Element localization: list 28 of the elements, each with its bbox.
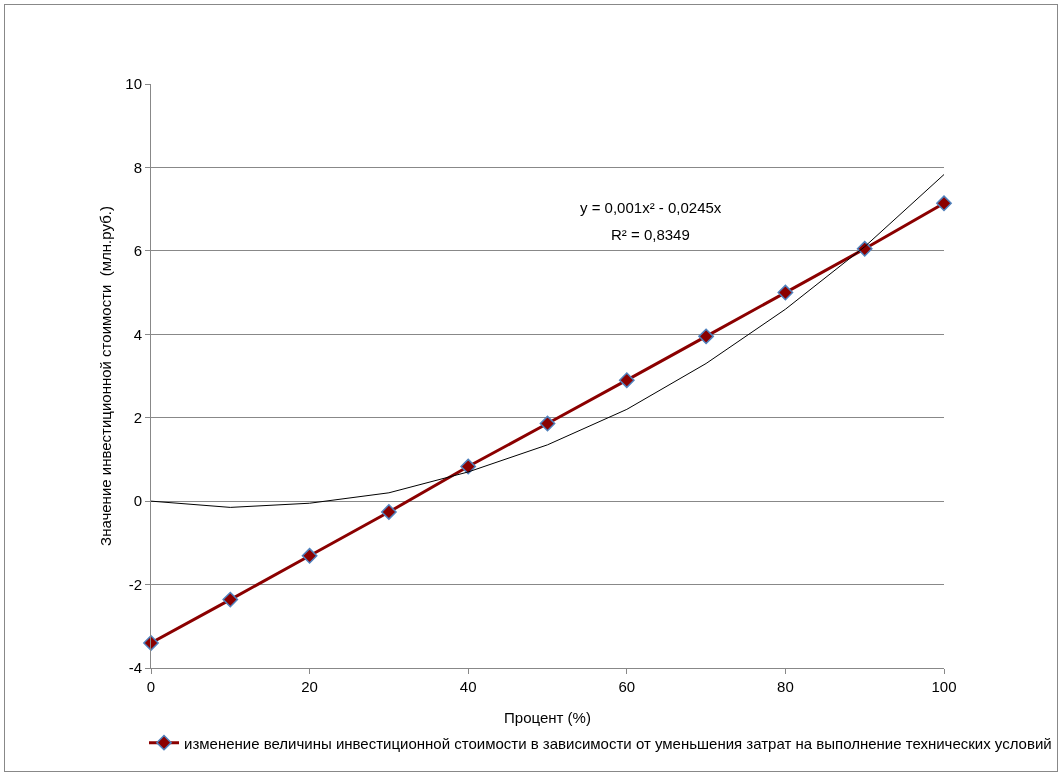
legend-label: изменение величины инвестиционной стоимости в зависимости от уменьшения затрат на выполнение технических условий bbox=[184, 734, 1052, 752]
x-tick-label: 20 bbox=[301, 678, 318, 695]
point bbox=[777, 284, 794, 301]
y-tick-label: 6 bbox=[133, 242, 142, 260]
x-tick-label: 60 bbox=[618, 678, 636, 695]
point bbox=[618, 372, 635, 389]
x-axis-title: Процент (%) bbox=[504, 709, 591, 726]
y-tick-label: 8 bbox=[133, 158, 142, 176]
y-tick-label: 4 bbox=[133, 325, 142, 343]
point bbox=[301, 547, 318, 564]
point bbox=[936, 195, 952, 212]
x-tick-label: 100 bbox=[931, 678, 957, 695]
y-tick-label: -2 bbox=[128, 575, 142, 593]
x-tick-label: 0 bbox=[146, 678, 156, 695]
y-axis-title: Значение инвестиционной стоимости (млн.руб.) bbox=[97, 206, 114, 546]
y-tick-label: 10 bbox=[125, 75, 142, 93]
x-tick-label: 80 bbox=[777, 678, 794, 695]
point bbox=[222, 591, 239, 608]
y-tick-label: 0 bbox=[133, 492, 142, 510]
point bbox=[539, 415, 556, 432]
x-tick-label: 40 bbox=[459, 678, 477, 695]
point bbox=[143, 635, 159, 651]
y-tick-label: 2 bbox=[133, 408, 142, 426]
point bbox=[698, 328, 714, 345]
annotation: y = 0,001x² - 0,0245x bbox=[580, 199, 722, 216]
point bbox=[381, 504, 397, 520]
y-tick-label: -4 bbox=[128, 659, 142, 677]
annotation: R² = 0,8349 bbox=[611, 226, 690, 243]
